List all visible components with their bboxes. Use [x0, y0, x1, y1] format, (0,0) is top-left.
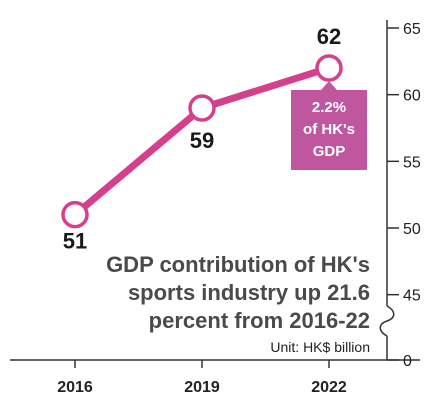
data-label-2019: 59 [190, 128, 214, 153]
unit-label: Unit: HK$ billion [270, 339, 370, 355]
data-label-2022: 62 [317, 24, 341, 49]
y-tick-label-50: 50 [403, 221, 421, 238]
y-axis-break-mark [379, 305, 395, 337]
x-tick-label-2019: 2019 [184, 379, 220, 396]
x-tick-label-2016: 2016 [57, 379, 93, 396]
data-labels: 51 59 62 [63, 24, 341, 254]
callout-box [291, 81, 367, 170]
data-point-2019 [188, 94, 216, 122]
chart-title-line-1: GDP contribution of HK's [106, 252, 370, 277]
data-markers [61, 54, 343, 229]
y-tick-label-60: 60 [403, 88, 421, 105]
data-point-2022 [315, 54, 343, 82]
chart-title-line-3: percent from 2016-22 [149, 308, 370, 333]
gdp-share-callout: 2.2% of HK's GDP [291, 81, 367, 170]
x-axis-ticks: 2016 2019 2022 [57, 360, 347, 396]
y-tick-label-45: 45 [403, 288, 421, 305]
callout-line-2: of HK's [303, 121, 355, 138]
callout-line-3: GDP [313, 143, 346, 160]
x-tick-label-2022: 2022 [311, 379, 347, 396]
y-tick-label-0: 0 [403, 353, 412, 370]
chart-title-line-2: sports industry up 21.6 [128, 280, 370, 305]
y-axis-ticks: 65 60 55 50 45 0 [387, 21, 421, 370]
y-tick-label-55: 55 [403, 154, 421, 171]
data-label-2016: 51 [63, 229, 87, 254]
data-point-2016 [61, 200, 89, 229]
callout-line-1: 2.2% [312, 99, 346, 116]
y-tick-label-65: 65 [403, 21, 421, 38]
